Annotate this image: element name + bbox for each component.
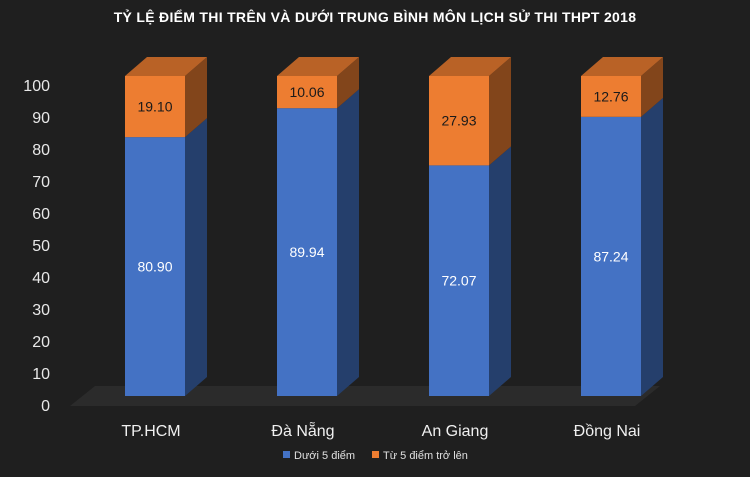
bar-side xyxy=(185,57,207,138)
bar-side xyxy=(641,97,663,396)
bar-side xyxy=(185,118,207,397)
bar-front xyxy=(429,76,489,166)
chart-title: TỶ LỆ ĐIỂM THI TRÊN VÀ DƯỚI TRUNG BÌNH M… xyxy=(114,8,637,25)
bar-front xyxy=(581,76,641,117)
bar-top xyxy=(429,57,511,76)
y-tick-label: 40 xyxy=(32,270,50,287)
data-label: 80.90 xyxy=(137,259,172,275)
bar-segment: 80.90 xyxy=(125,118,207,397)
data-label: 27.93 xyxy=(441,113,476,129)
bar-segment: 27.93 xyxy=(429,57,511,166)
data-label: 10.06 xyxy=(289,84,324,100)
y-tick-label: 100 xyxy=(23,78,50,95)
y-tick-label: 80 xyxy=(32,142,50,159)
y-axis: 0 10 20 30 40 50 60 70 80 90 100 xyxy=(23,78,50,415)
x-tick-label: Đà Nẵng xyxy=(271,421,334,440)
bar-side xyxy=(641,57,663,117)
data-label: 87.24 xyxy=(593,248,628,264)
bar-front xyxy=(277,76,337,109)
y-tick-label: 60 xyxy=(32,206,50,223)
plot-area: 80.90 19.10 89.94 10.06 72.07 27.93 87.24 12.76 xyxy=(125,57,663,397)
bar-side xyxy=(337,89,359,396)
bar-top xyxy=(581,57,663,76)
bar-front xyxy=(581,116,641,396)
chart-floor xyxy=(70,386,660,406)
x-tick-label: An Giang xyxy=(422,423,489,440)
bar-front xyxy=(277,108,337,396)
y-tick-label: 30 xyxy=(32,302,50,319)
bar-front xyxy=(429,165,489,396)
bar-front xyxy=(125,76,185,138)
data-label: 19.10 xyxy=(137,99,172,115)
floor-plane xyxy=(70,386,660,406)
y-tick-label: 0 xyxy=(41,398,50,415)
legend-label-series-2: Từ 5 điểm trở lên xyxy=(383,450,468,462)
y-tick-label: 20 xyxy=(32,334,50,351)
x-tick-label: TP.HCM xyxy=(121,423,180,440)
legend-swatch-series-1 xyxy=(283,451,290,458)
y-tick-label: 10 xyxy=(32,366,50,383)
bar-segment: 19.10 xyxy=(125,57,207,138)
bar-segment: 12.76 xyxy=(581,57,663,117)
data-label: 72.07 xyxy=(441,273,476,289)
bar-front xyxy=(125,137,185,396)
bar-segment: 87.24 xyxy=(581,97,663,396)
bar-side xyxy=(489,146,511,396)
data-label: 12.76 xyxy=(593,88,628,104)
legend: Dưới 5 điểm Từ 5 điểm trở lên xyxy=(283,450,468,462)
data-label: 89.94 xyxy=(289,244,324,260)
legend-swatch-series-2 xyxy=(372,451,379,458)
y-tick-label: 90 xyxy=(32,110,50,127)
bar-segment: 10.06 xyxy=(277,57,359,109)
y-tick-label: 70 xyxy=(32,174,50,191)
bar-top xyxy=(277,57,359,76)
bar-side xyxy=(337,57,359,109)
bar-segment: 72.07 xyxy=(429,146,511,396)
bar-side xyxy=(489,57,511,166)
x-tick-label: Đồng Nai xyxy=(574,423,641,440)
x-axis: TP.HCM Đà Nẵng An Giang Đồng Nai xyxy=(121,421,640,440)
y-tick-label: 50 xyxy=(32,238,50,255)
bar-segment: 89.94 xyxy=(277,89,359,396)
legend-label-series-1: Dưới 5 điểm xyxy=(294,450,355,462)
bar-top xyxy=(125,57,207,76)
